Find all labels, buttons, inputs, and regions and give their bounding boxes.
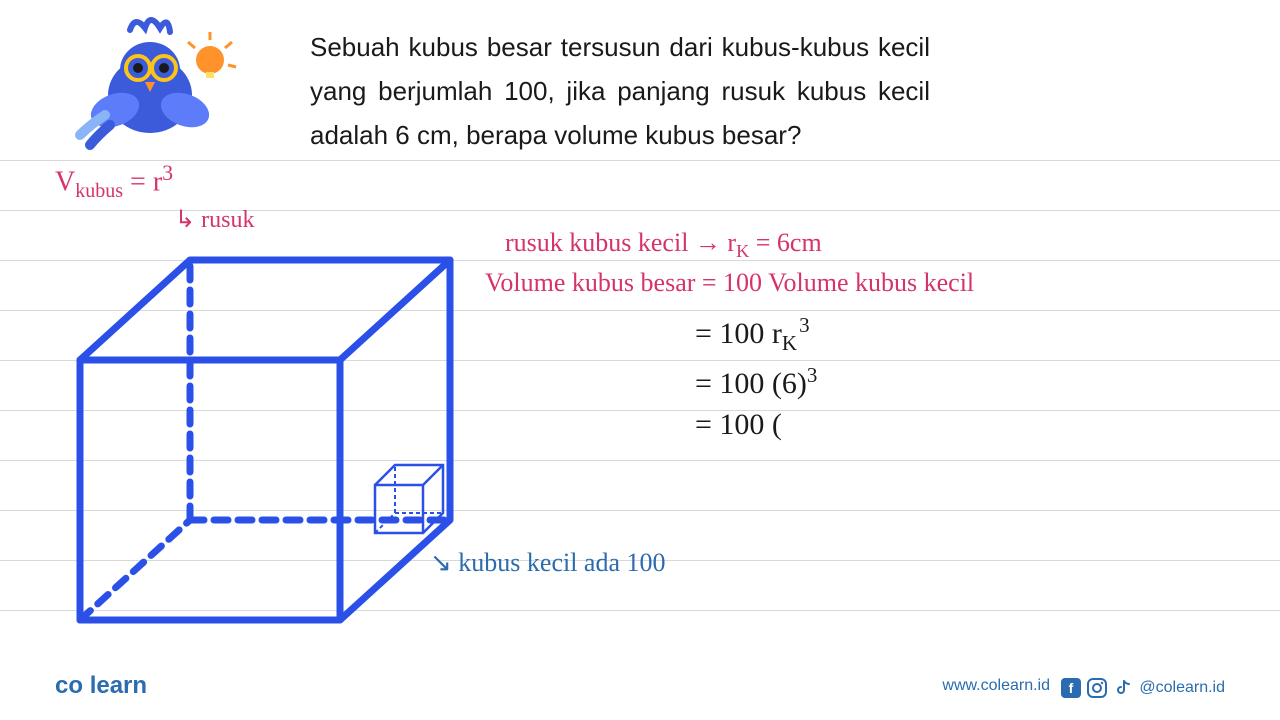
formula-exp: 3 (162, 160, 173, 185)
work-line-4: = 100 (6)3 (695, 363, 817, 401)
tiktok-icon (1113, 678, 1133, 698)
problem-text: Sebuah kubus besar tersusun dari kubus-k… (310, 25, 930, 158)
svg-text:f: f (1069, 680, 1074, 696)
brand-learn: learn (90, 672, 147, 699)
work-line-1c: = 6cm (749, 228, 821, 257)
facebook-icon: f (1061, 678, 1081, 698)
work-line-5: = 100 ( (695, 408, 782, 442)
small-cube-diagram (365, 455, 455, 545)
work-line-1a: rusuk kubus kecil → r (505, 228, 736, 257)
instagram-icon (1087, 678, 1107, 698)
formula-v: V (55, 166, 75, 197)
work-line-1b: K (736, 241, 749, 261)
work-line-2: Volume kubus besar = 100 Volume kubus ke… (485, 268, 974, 298)
big-cube-diagram (60, 230, 460, 630)
footer-handle: @colearn.id (1139, 679, 1225, 697)
brand-co: co (55, 672, 83, 699)
work-line-4b: 3 (807, 363, 818, 387)
brand-logo: co learn (55, 672, 147, 700)
footer-url: www.colearn.id (942, 677, 1050, 695)
footer-socials: f @colearn.id (1061, 678, 1225, 698)
work-line-3b: K (782, 331, 797, 355)
formula-eq: = r (123, 166, 162, 197)
work-line-3: = 100 rK3 (695, 313, 810, 356)
formula-sub: kubus (75, 180, 123, 202)
small-cube-label: ↘ kubus kecil ada 100 (430, 548, 666, 578)
footer: co learn www.colearn.id f @colearn.id (0, 660, 1280, 700)
volume-formula: Vkubus = r3 (55, 160, 173, 203)
mascot-bird (60, 10, 240, 160)
work-line-3c: 3 (799, 313, 810, 337)
work-line-4a: = 100 (6) (695, 367, 807, 400)
work-line-1: rusuk kubus kecil → rK = 6cm (505, 228, 822, 262)
work-line-3a: = 100 r (695, 317, 782, 350)
